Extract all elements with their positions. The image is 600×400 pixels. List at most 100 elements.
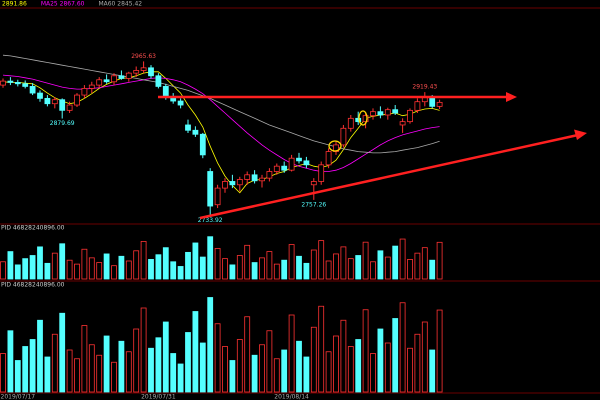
volume-bar bbox=[118, 255, 125, 280]
volume-bar bbox=[370, 353, 376, 393]
candle-body bbox=[74, 94, 80, 106]
volume-bar bbox=[214, 248, 221, 280]
volume-bar bbox=[0, 353, 6, 393]
volume-bar bbox=[111, 265, 117, 280]
candle-body bbox=[162, 86, 169, 98]
volume-bar bbox=[259, 257, 265, 280]
candle-body bbox=[59, 99, 66, 111]
candle-body bbox=[14, 82, 21, 85]
candle-body bbox=[37, 92, 43, 99]
volume-bar bbox=[325, 260, 332, 280]
volume-bar bbox=[14, 264, 21, 280]
arrow-head bbox=[574, 129, 587, 140]
candle-body bbox=[125, 72, 132, 79]
volume-bar bbox=[185, 251, 191, 280]
volume-bar bbox=[236, 255, 243, 280]
volume-bar bbox=[222, 346, 228, 393]
volume-bar bbox=[310, 326, 317, 393]
volume-bar bbox=[140, 240, 147, 280]
candle-body bbox=[407, 109, 413, 123]
volume-bar bbox=[155, 337, 162, 393]
volume-bar bbox=[14, 360, 21, 393]
candle-body bbox=[236, 179, 243, 186]
volume-bar bbox=[133, 250, 140, 280]
volume-bar bbox=[111, 361, 117, 393]
candle-body bbox=[96, 79, 103, 86]
volume-bar bbox=[399, 238, 406, 280]
candle-body bbox=[281, 165, 288, 171]
candle-body bbox=[318, 164, 325, 182]
panel-label: PID 46828240896.00 bbox=[1, 282, 65, 289]
volume-bar bbox=[340, 246, 347, 280]
candle-body bbox=[436, 101, 443, 107]
volume-bar bbox=[303, 262, 310, 280]
x-tick-label: 2019/07/31 bbox=[141, 394, 176, 400]
volume-bar bbox=[51, 333, 58, 393]
volume-bar bbox=[37, 319, 43, 393]
low-label: 2879.69 bbox=[50, 120, 75, 127]
volume-bar bbox=[177, 266, 184, 280]
volume-bar bbox=[355, 339, 362, 393]
candle-body bbox=[29, 86, 36, 94]
volume-bar bbox=[133, 328, 140, 393]
candle-body bbox=[111, 75, 117, 83]
volume-bar bbox=[384, 256, 391, 280]
volume-bar bbox=[421, 321, 428, 393]
volume-bar bbox=[281, 259, 288, 280]
volume-bar bbox=[229, 360, 236, 393]
volume-bar bbox=[251, 354, 258, 393]
volume-bar bbox=[162, 247, 169, 280]
high-label: 2919.43 bbox=[412, 84, 437, 91]
volume-bar bbox=[414, 333, 421, 393]
volume-bar bbox=[7, 251, 14, 280]
volume-bar bbox=[392, 245, 399, 280]
volume-bar bbox=[229, 264, 236, 280]
volume-bar bbox=[44, 262, 51, 280]
volume-bar bbox=[140, 307, 147, 393]
candle-body bbox=[133, 70, 140, 74]
volume-bar bbox=[347, 346, 354, 393]
candle-body bbox=[370, 111, 376, 117]
candle-body bbox=[325, 151, 332, 166]
candle-body bbox=[66, 104, 73, 111]
candle-body bbox=[340, 127, 347, 146]
volume-bar bbox=[392, 318, 399, 393]
candle-body bbox=[310, 181, 317, 186]
trend-line bbox=[199, 133, 579, 220]
volume-bar bbox=[266, 251, 273, 280]
legend-label: 2891.86 bbox=[2, 1, 27, 8]
candle-body bbox=[192, 129, 199, 135]
volume-bar bbox=[103, 253, 110, 280]
volume-bar bbox=[125, 351, 132, 393]
candle-body bbox=[377, 111, 384, 116]
volume-bar bbox=[281, 349, 288, 393]
ma-line bbox=[2, 71, 440, 194]
volume-bar bbox=[74, 263, 80, 280]
volume-bar bbox=[377, 328, 384, 393]
candle-body bbox=[296, 157, 302, 162]
volume-bar bbox=[340, 319, 347, 393]
volume-bar bbox=[251, 262, 258, 280]
volume-bar bbox=[303, 356, 310, 393]
candle-body bbox=[214, 187, 221, 206]
volume-bar bbox=[155, 254, 162, 280]
volume-bar bbox=[325, 351, 332, 393]
volume-bar bbox=[273, 263, 280, 280]
volume-bar bbox=[266, 330, 273, 393]
volume-bar bbox=[37, 246, 43, 280]
volume-bar bbox=[96, 354, 103, 393]
high-label: 2965.63 bbox=[131, 53, 156, 60]
volume-bar bbox=[370, 261, 376, 280]
volume-bar bbox=[74, 358, 80, 393]
volume-bar bbox=[162, 321, 169, 393]
volume-bar bbox=[362, 309, 369, 393]
candle-body bbox=[251, 174, 258, 182]
candle-body bbox=[199, 133, 206, 156]
volume-bar bbox=[66, 259, 73, 280]
candle-body bbox=[51, 99, 58, 105]
candle-body bbox=[148, 67, 154, 77]
candle-body bbox=[140, 67, 147, 71]
volume-bar bbox=[333, 335, 339, 393]
candle-body bbox=[155, 75, 162, 87]
volume-bar bbox=[273, 358, 280, 393]
